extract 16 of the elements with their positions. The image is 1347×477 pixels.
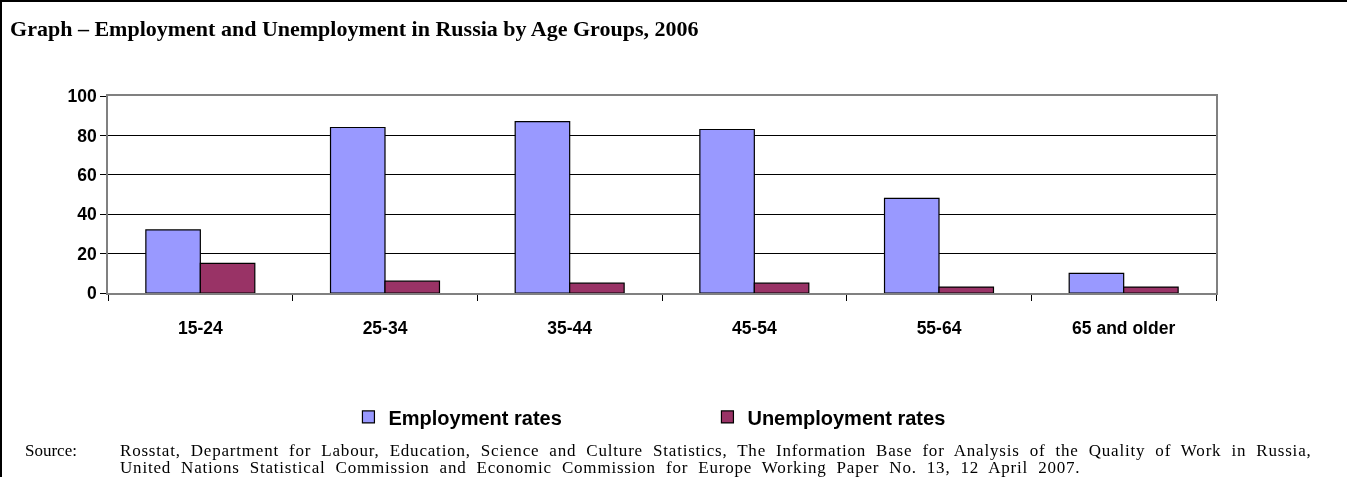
x-tick-label: 25-34 <box>362 317 408 338</box>
legend-label: Employment rates <box>388 406 562 429</box>
chart-title: Graph – Employment and Unemployment in Russia by Age Groups, 2006 <box>10 15 699 41</box>
y-tick-label: 40 <box>77 204 98 225</box>
x-tick-label: 15-24 <box>177 317 223 338</box>
y-tick-label: 60 <box>77 164 98 185</box>
y-tick-label: 80 <box>77 125 98 146</box>
y-tick-label: 100 <box>67 86 98 107</box>
x-tick-label: 55-64 <box>916 317 962 338</box>
text: Source: Rosstat, Department for Labour, Education, Science and Culture Statistics, The Information Base for Analysis of the Quality of Work in Russia, United Nations Statistical Commission and Economic Commission for Europe Working Paper No. 13, 12 April 2007. <box>25 441 1312 477</box>
x-tick-label: 65 and older <box>1072 317 1176 338</box>
y-tick-label: 0 <box>87 283 98 304</box>
x-tick-label: 35-44 <box>547 317 593 338</box>
x-tick-label: 45-54 <box>731 317 777 338</box>
y-tick-label: 20 <box>77 243 98 264</box>
legend-label: Unemployment rates <box>747 406 946 429</box>
